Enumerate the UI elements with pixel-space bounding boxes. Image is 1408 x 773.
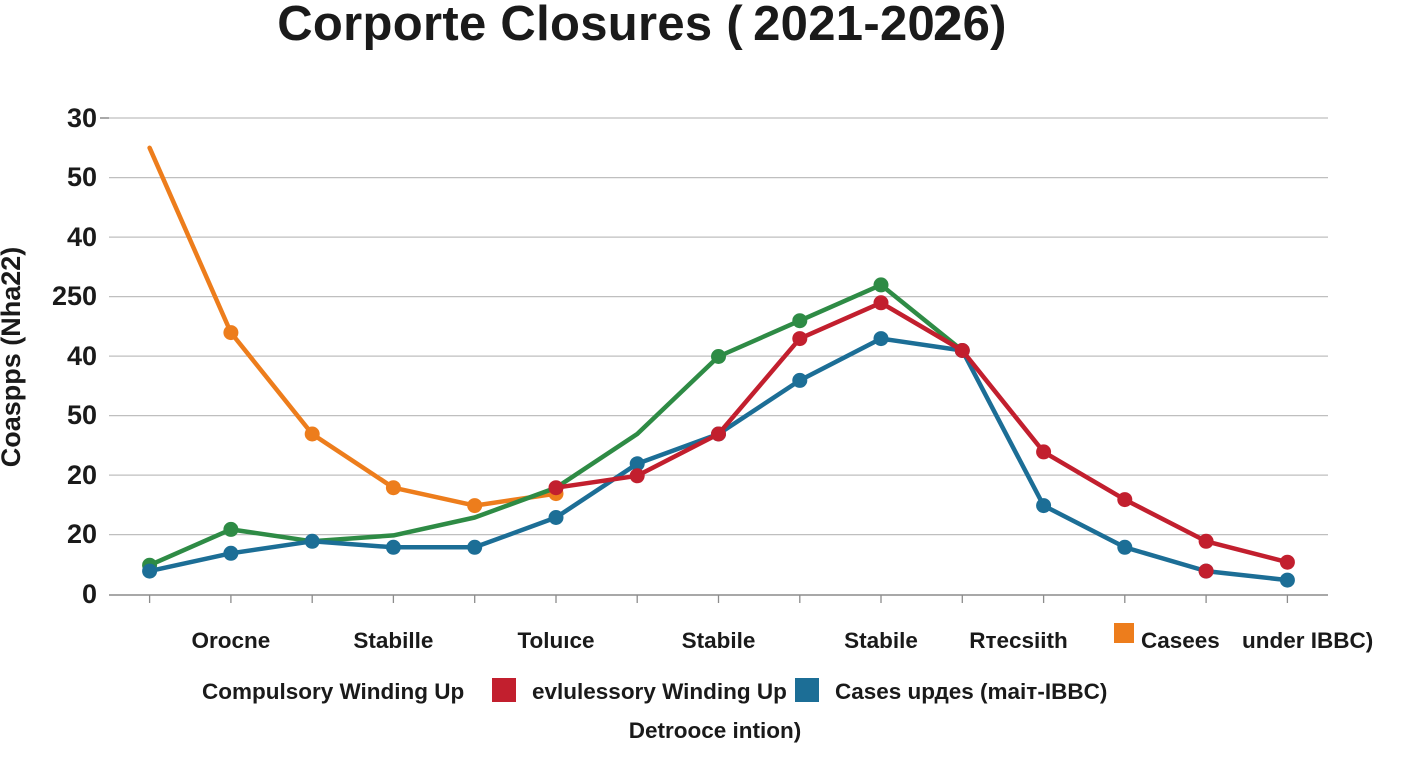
svg-text:40: 40 <box>67 341 97 371</box>
svg-text:evlulessory Winding Up: evlulessory Winding Up <box>532 679 787 704</box>
svg-text:Rтecsiith: Rтecsiith <box>969 628 1068 653</box>
svg-text:under IBBC): under IBBC) <box>1242 628 1373 653</box>
svg-text:Cases uрдeѕ (maiт-IBBC): Cases uрдeѕ (maiт-IBBC) <box>835 679 1107 704</box>
svg-text:50: 50 <box>67 400 97 430</box>
svg-text:Compulsory Winding Up: Compulsory Winding Up <box>202 679 464 704</box>
svg-text:Stabile: Stabile <box>682 628 756 653</box>
svg-text:Toluıce: Toluıce <box>517 628 594 653</box>
svg-text:0: 0 <box>82 579 97 609</box>
svg-text:30: 30 <box>67 103 97 133</box>
svg-text:Orocne: Orocne <box>192 628 271 653</box>
svg-text:Coaspps (Nha22): Coaspps (Nha22) <box>0 247 26 468</box>
svg-text:Stabile: Stabile <box>844 628 918 653</box>
svg-text:Detrooce intion): Detrooce intion) <box>629 718 802 743</box>
svg-text:40: 40 <box>67 222 97 252</box>
svg-text:20: 20 <box>67 460 97 490</box>
svg-text:Stabille: Stabille <box>353 628 433 653</box>
svg-text:20: 20 <box>67 519 97 549</box>
svg-text:50: 50 <box>67 162 97 192</box>
svg-text:Casees: Casees <box>1141 628 1220 653</box>
svg-text:250: 250 <box>52 281 97 311</box>
